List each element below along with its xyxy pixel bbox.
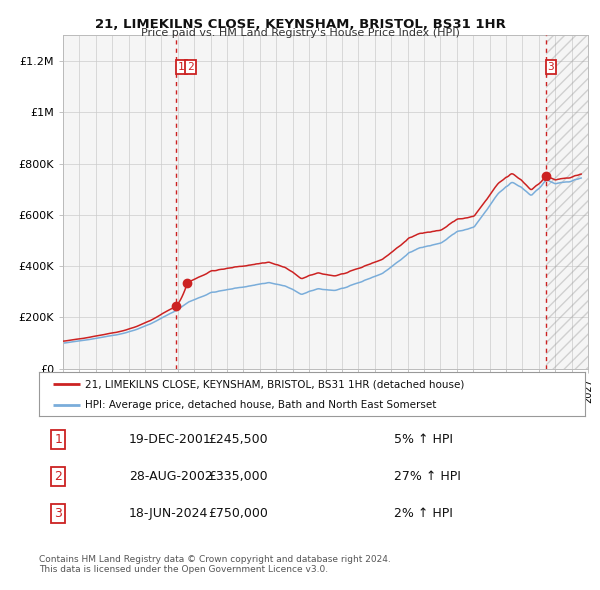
Text: HPI: Average price, detached house, Bath and North East Somerset: HPI: Average price, detached house, Bath… [85,400,437,410]
Text: 27% ↑ HPI: 27% ↑ HPI [394,470,461,483]
Text: 3: 3 [548,63,554,73]
Text: 1: 1 [178,63,185,73]
Text: £245,500: £245,500 [209,433,268,446]
Text: 21, LIMEKILNS CLOSE, KEYNSHAM, BRISTOL, BS31 1HR: 21, LIMEKILNS CLOSE, KEYNSHAM, BRISTOL, … [95,18,505,31]
Text: 18-JUN-2024: 18-JUN-2024 [129,507,208,520]
Text: 2: 2 [187,63,194,73]
Text: Contains HM Land Registry data © Crown copyright and database right 2024.: Contains HM Land Registry data © Crown c… [39,555,391,563]
Text: Price paid vs. HM Land Registry's House Price Index (HPI): Price paid vs. HM Land Registry's House … [140,28,460,38]
Bar [547,35,588,369]
Text: 1: 1 [54,433,62,446]
Text: 21, LIMEKILNS CLOSE, KEYNSHAM, BRISTOL, BS31 1HR (detached house): 21, LIMEKILNS CLOSE, KEYNSHAM, BRISTOL, … [85,379,465,389]
Text: 5% ↑ HPI: 5% ↑ HPI [394,433,453,446]
Text: This data is licensed under the Open Government Licence v3.0.: This data is licensed under the Open Gov… [39,565,328,574]
Text: 2: 2 [54,470,62,483]
Text: 2% ↑ HPI: 2% ↑ HPI [394,507,453,520]
Text: 3: 3 [54,507,62,520]
Text: 19-DEC-2001: 19-DEC-2001 [129,433,212,446]
Text: 28-AUG-2002: 28-AUG-2002 [129,470,213,483]
Text: £750,000: £750,000 [208,507,268,520]
Text: £335,000: £335,000 [209,470,268,483]
